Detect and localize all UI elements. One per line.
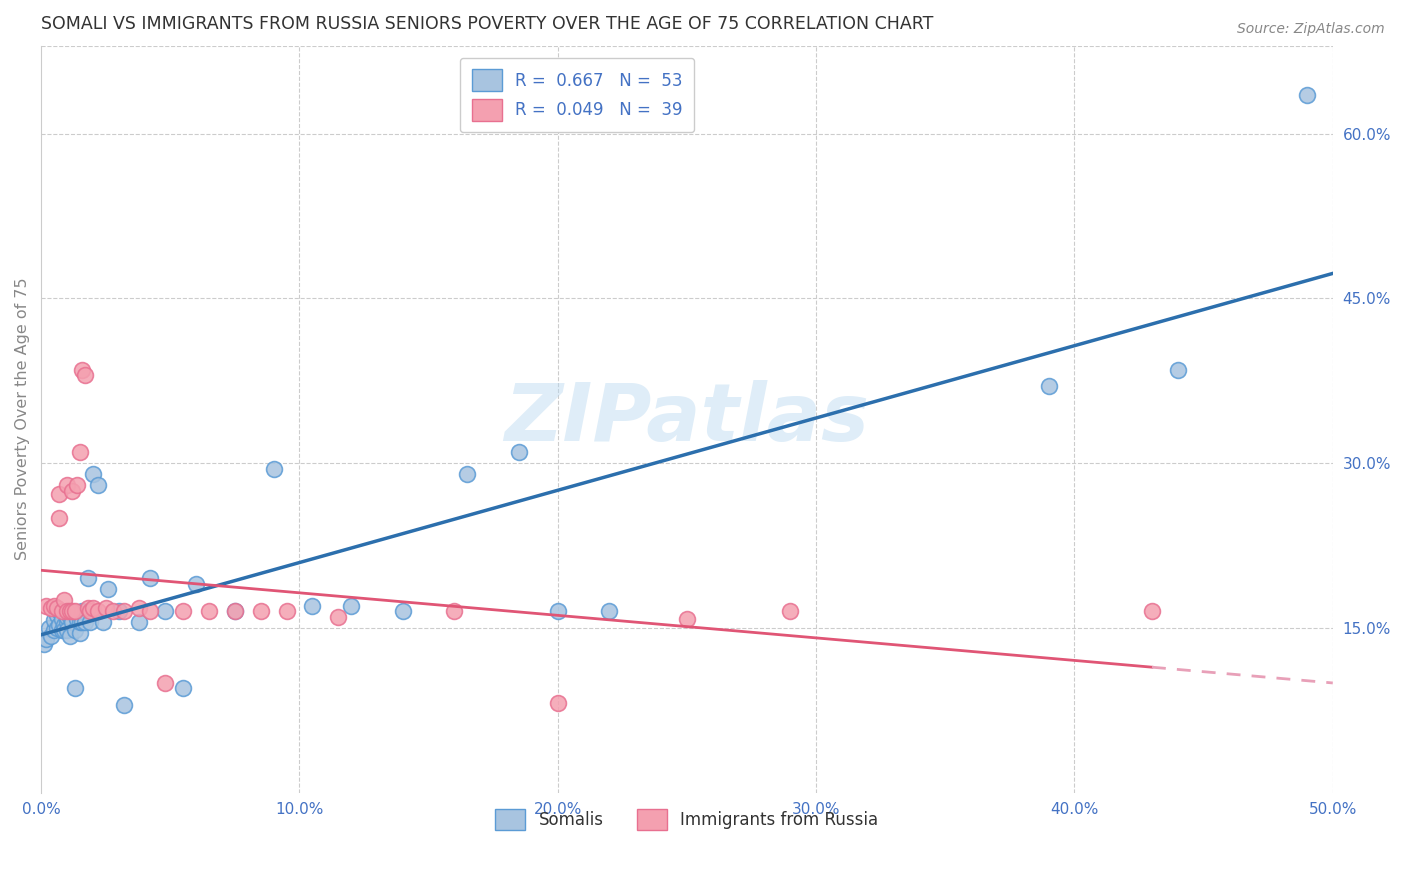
Point: [69, 445, 91, 459]
Point: [63, 623, 86, 637]
Point: [779, 604, 801, 618]
Point: [56, 478, 79, 492]
Point: [128, 601, 150, 615]
Point: [38, 621, 60, 635]
Point: [51, 604, 73, 618]
Point: [107, 604, 129, 618]
Point: [63, 604, 86, 618]
Point: [45, 607, 67, 622]
Point: [112, 698, 135, 712]
Point: [35, 632, 58, 646]
Point: [56, 615, 79, 630]
Point: [138, 604, 160, 618]
Point: [263, 461, 285, 475]
Point: [41, 601, 63, 615]
Point: [60, 615, 83, 630]
Point: [48, 487, 70, 501]
Point: [1167, 362, 1189, 376]
Point: [508, 445, 530, 459]
Point: [56, 623, 79, 637]
Point: [598, 604, 620, 618]
Point: [184, 577, 207, 591]
Point: [1038, 379, 1060, 393]
Point: [79, 615, 101, 630]
Point: [1140, 604, 1163, 618]
Point: [456, 467, 478, 481]
Point: [72, 604, 94, 618]
Point: [249, 604, 271, 618]
Point: [42, 599, 65, 613]
Point: [51, 623, 73, 637]
Point: [103, 604, 125, 618]
Point: [224, 604, 246, 618]
Point: [45, 621, 67, 635]
Text: SOMALI VS IMMIGRANTS FROM RUSSIA SENIORS POVERTY OVER THE AGE OF 75 CORRELATION : SOMALI VS IMMIGRANTS FROM RUSSIA SENIORS…: [41, 15, 934, 33]
Point: [224, 604, 246, 618]
Point: [172, 604, 194, 618]
Point: [58, 604, 80, 618]
Point: [1296, 88, 1319, 103]
Point: [72, 362, 94, 376]
Point: [48, 511, 70, 525]
Text: ZIPatlas: ZIPatlas: [505, 380, 869, 458]
Point: [79, 604, 101, 618]
Point: [82, 467, 104, 481]
Point: [42, 623, 65, 637]
Point: [676, 612, 699, 626]
Point: [391, 604, 413, 618]
Point: [58, 629, 80, 643]
Y-axis label: Seniors Poverty Over the Age of 75: Seniors Poverty Over the Age of 75: [15, 277, 30, 560]
Point: [63, 681, 86, 696]
Point: [41, 629, 63, 643]
Point: [198, 604, 221, 618]
Point: [340, 599, 363, 613]
Point: [328, 610, 350, 624]
Point: [547, 604, 569, 618]
Point: [69, 626, 91, 640]
Point: [56, 610, 79, 624]
Point: [45, 601, 67, 615]
Point: [76, 601, 98, 615]
Point: [94, 601, 117, 615]
Point: [153, 675, 176, 690]
Point: [153, 604, 176, 618]
Point: [97, 582, 120, 597]
Point: [66, 478, 89, 492]
Point: [35, 599, 58, 613]
Point: [301, 599, 323, 613]
Point: [51, 612, 73, 626]
Point: [69, 615, 91, 630]
Point: [72, 615, 94, 630]
Point: [53, 623, 76, 637]
Point: [53, 617, 76, 632]
Point: [138, 571, 160, 585]
Point: [42, 613, 65, 627]
Point: [58, 610, 80, 624]
Legend: Somalis, Immigrants from Russia: Somalis, Immigrants from Russia: [489, 802, 886, 837]
Point: [128, 615, 150, 630]
Point: [66, 612, 89, 626]
Point: [48, 617, 70, 632]
Point: [60, 483, 83, 498]
Point: [56, 604, 79, 618]
Point: [60, 604, 83, 618]
Point: [32, 637, 55, 651]
Point: [87, 478, 110, 492]
Point: [276, 604, 298, 618]
Point: [547, 696, 569, 710]
Point: [53, 593, 76, 607]
Point: [48, 604, 70, 618]
Point: [172, 681, 194, 696]
Point: [87, 604, 110, 618]
Point: [112, 604, 135, 618]
Point: [443, 604, 465, 618]
Point: [91, 615, 114, 630]
Point: [73, 615, 96, 630]
Point: [82, 601, 104, 615]
Text: Source: ZipAtlas.com: Source: ZipAtlas.com: [1237, 22, 1385, 37]
Point: [73, 368, 96, 383]
Point: [76, 571, 98, 585]
